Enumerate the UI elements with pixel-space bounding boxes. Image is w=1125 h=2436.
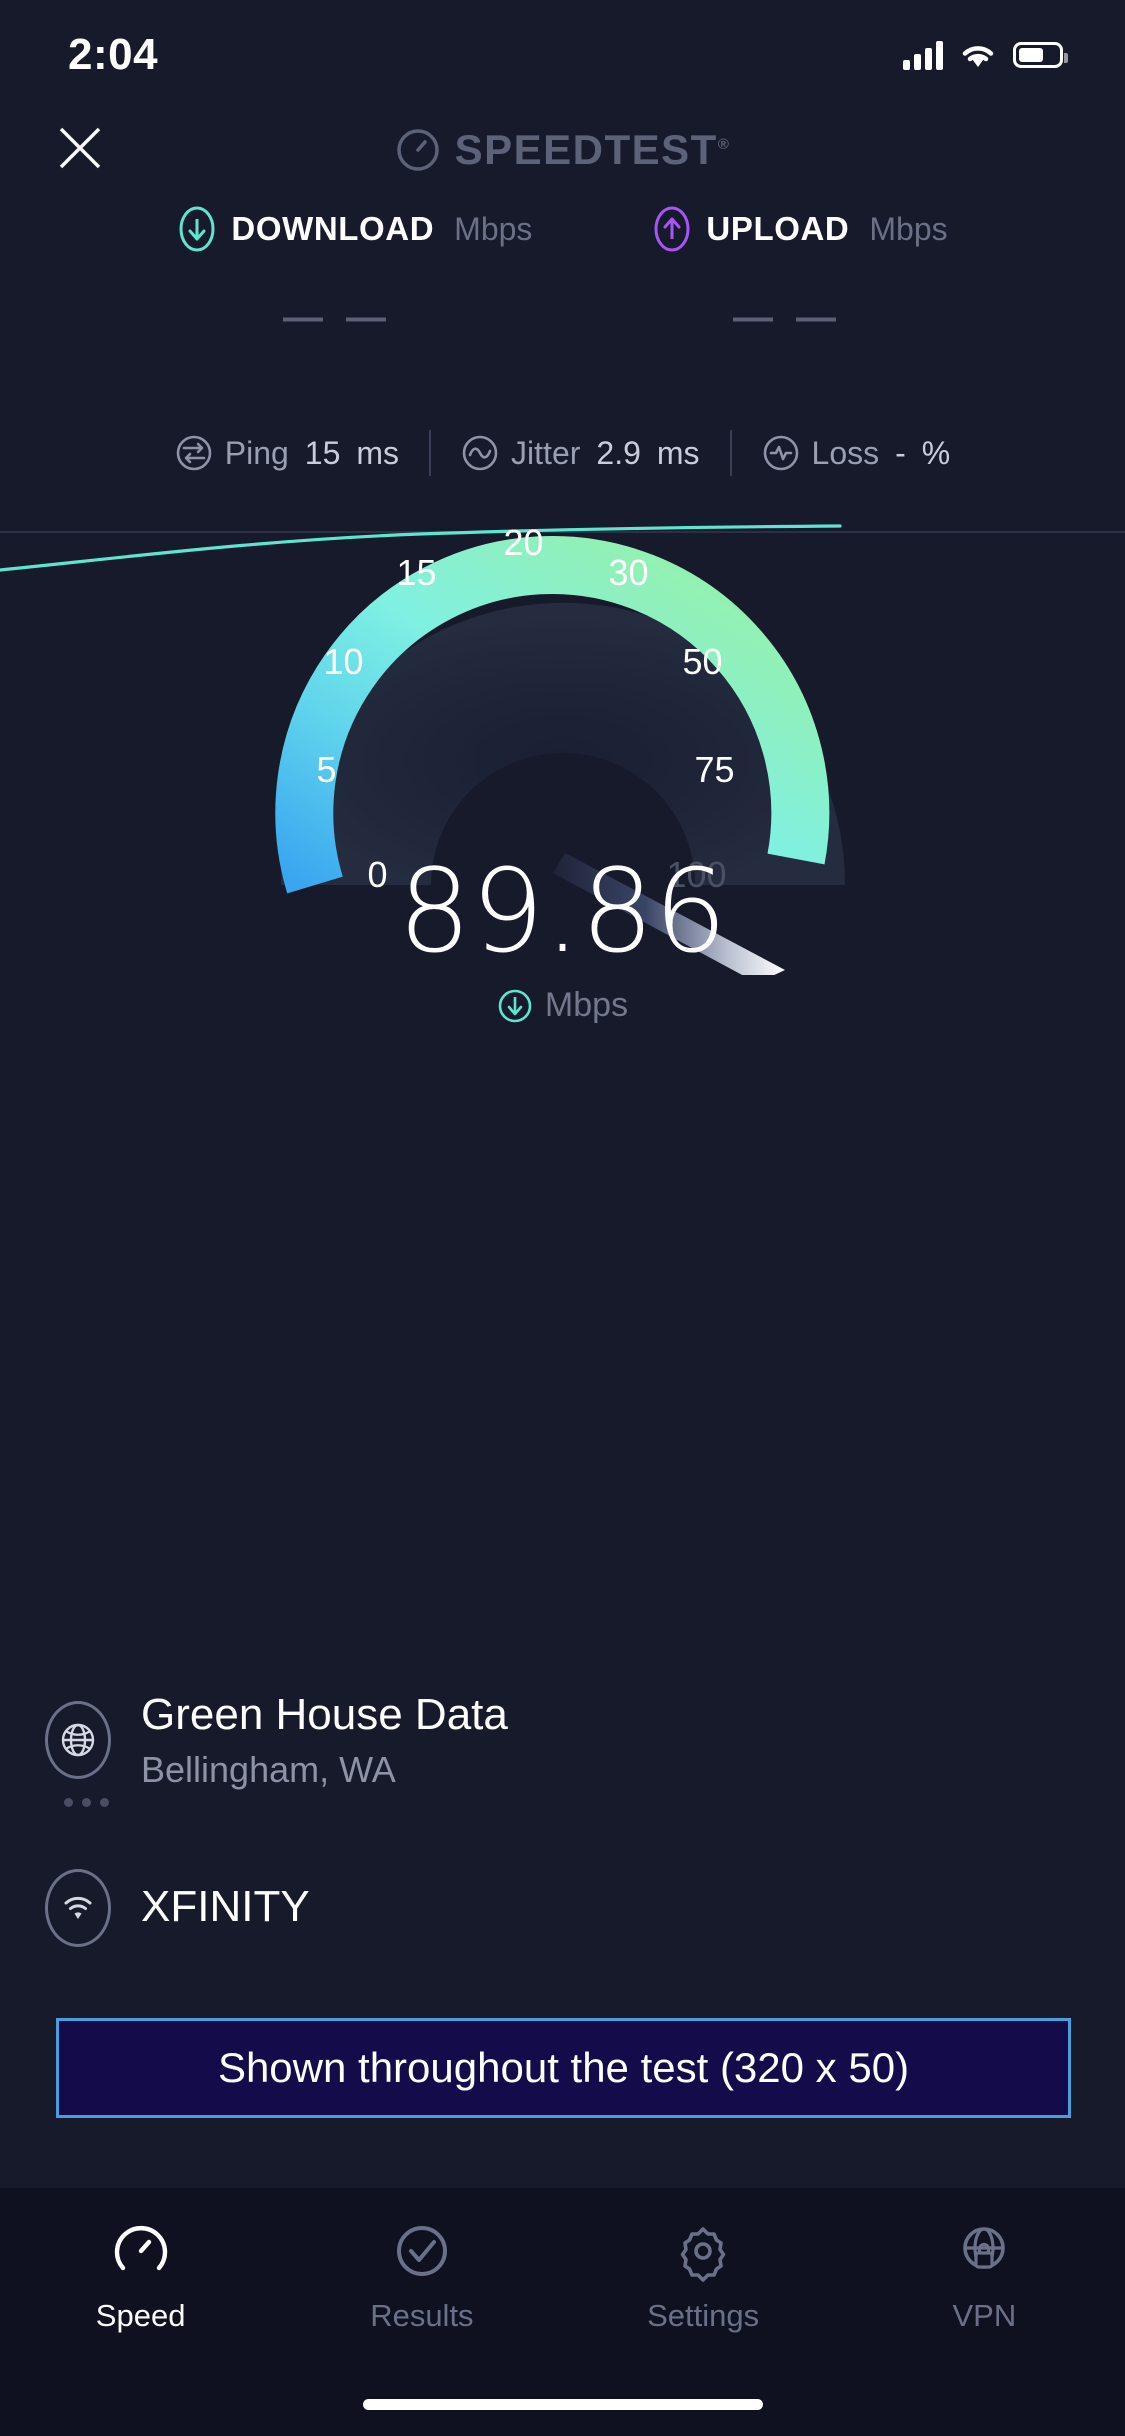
speed-gauge: 0 5 10 15 20 30 50 75 100 [263, 455, 863, 975]
stat-divider [429, 430, 432, 476]
gear-icon [680, 2227, 726, 2282]
tab-speed-label: Speed [95, 2298, 186, 2333]
battery-icon [1013, 42, 1068, 68]
stat-ping-value: 15 [304, 434, 341, 471]
tab-results-label: Results [370, 2298, 474, 2333]
speed-sparkline-graph [0, 524, 1125, 572]
download-value: — — [282, 295, 393, 339]
tab-vpn[interactable]: VPN [844, 2220, 1125, 2334]
more-dots-icon[interactable] [64, 1798, 109, 1807]
ping-icon [176, 435, 212, 471]
loss-icon [763, 435, 798, 471]
gauge-tick-20: 20 [503, 522, 544, 563]
brand: SPEEDTEST® [395, 126, 731, 174]
speedtest-gauge-logo-icon [396, 129, 439, 171]
speed-readout: 89.86 Mbps [0, 855, 1125, 1025]
stat-ping-unit: ms [356, 434, 400, 471]
close-icon[interactable] [45, 113, 115, 183]
vpn-globe-lock-icon [963, 2227, 1006, 2269]
stat-jitter-value: 2.9 [596, 434, 641, 471]
stat-loss-unit: % [921, 434, 951, 471]
stat-jitter-unit: ms [656, 434, 700, 471]
upload-value: — — [732, 295, 843, 339]
server-name: Green House Data [141, 1690, 508, 1739]
network-stats-row: Ping 15 ms Jitter 2.9 ms Loss - % [0, 430, 1125, 476]
gauge-tick-50: 50 [682, 641, 723, 682]
isp-name: XFINITY [141, 1882, 310, 1932]
wifi-circle-icon [45, 1868, 111, 1947]
isp-row[interactable]: XFINITY [0, 1868, 1125, 1947]
tab-settings[interactable]: Settings [563, 2220, 844, 2334]
status-bar: 2:04 [0, 0, 1125, 110]
stat-loss-label: Loss [811, 434, 880, 471]
stat-jitter-label: Jitter [511, 434, 581, 471]
tab-results[interactable]: Results [281, 2220, 562, 2334]
status-time: 2:04 [68, 30, 159, 79]
stat-jitter: Jitter 2.9 ms [431, 434, 729, 472]
upload-metric[interactable]: UPLOAD Mbps [652, 205, 948, 253]
gauge-tick-75: 75 [694, 749, 735, 790]
gauge-tick-30: 30 [608, 552, 649, 593]
speed-value: 89.86 [397, 845, 728, 979]
arrow-down-circle-icon [179, 206, 215, 252]
brand-name: SPEEDTEST® [455, 126, 731, 174]
gauge-tick-5: 5 [316, 749, 337, 790]
gauge-tick-0: 0 [367, 854, 388, 895]
jitter-icon [462, 435, 498, 471]
home-indicator [362, 2399, 763, 2410]
stat-ping-label: Ping [224, 434, 289, 471]
brand-label: SPEEDTEST [454, 126, 718, 173]
gauge-tick-10: 10 [323, 641, 364, 682]
stat-ping: Ping 15 ms [145, 434, 429, 472]
arrow-up-circle-icon [654, 206, 690, 252]
download-upload-row: DOWNLOAD Mbps UPLOAD Mbps [0, 205, 1125, 253]
stat-loss: Loss - % [732, 434, 981, 472]
download-label: DOWNLOAD [231, 210, 435, 247]
wifi-icon [962, 46, 994, 67]
tab-settings-label: Settings [647, 2298, 760, 2333]
speed-unit-row: Mbps [0, 986, 1125, 1025]
stat-divider [729, 430, 732, 476]
globe-icon [45, 1701, 111, 1780]
speed-unit: Mbps [544, 986, 629, 1024]
gauge-arc [274, 536, 845, 975]
download-metric[interactable]: DOWNLOAD Mbps [177, 205, 532, 253]
arrow-down-circle-icon [498, 989, 532, 1022]
server-location: Bellingham, WA [141, 1748, 396, 1790]
tab-speed[interactable]: Speed [0, 2220, 281, 2334]
bottom-tab-bar: Speed Results Settings VPN [0, 2188, 1125, 2436]
gauge-needle [552, 853, 785, 975]
tab-vpn-label: VPN [952, 2298, 1017, 2333]
brand-mark: ® [717, 136, 731, 153]
download-upload-values: — — — — [0, 295, 1125, 340]
speedometer-icon [114, 2226, 167, 2271]
cellular-signal-icon [903, 40, 943, 70]
check-circle-icon [396, 2226, 447, 2276]
server-text: Green House Data Bellingham, WA [141, 1690, 508, 1791]
upload-unit: Mbps [869, 210, 948, 247]
ad-text: Shown throughout the test (320 x 50) [217, 2044, 910, 2091]
server-row[interactable]: Green House Data Bellingham, WA [0, 1690, 1125, 1807]
status-indicators [903, 40, 1068, 70]
upload-label: UPLOAD [706, 210, 850, 247]
app-header: SPEEDTEST® [0, 105, 1125, 195]
stat-loss-value: - [895, 434, 906, 471]
download-unit: Mbps [454, 210, 533, 247]
connection-info: Green House Data Bellingham, WA XFINITY [0, 1690, 1125, 1947]
gauge-tick-100: 100 [666, 854, 727, 895]
gauge-tick-15: 15 [396, 552, 437, 593]
ad-banner[interactable]: Shown throughout the test (320 x 50) [56, 2018, 1071, 2118]
